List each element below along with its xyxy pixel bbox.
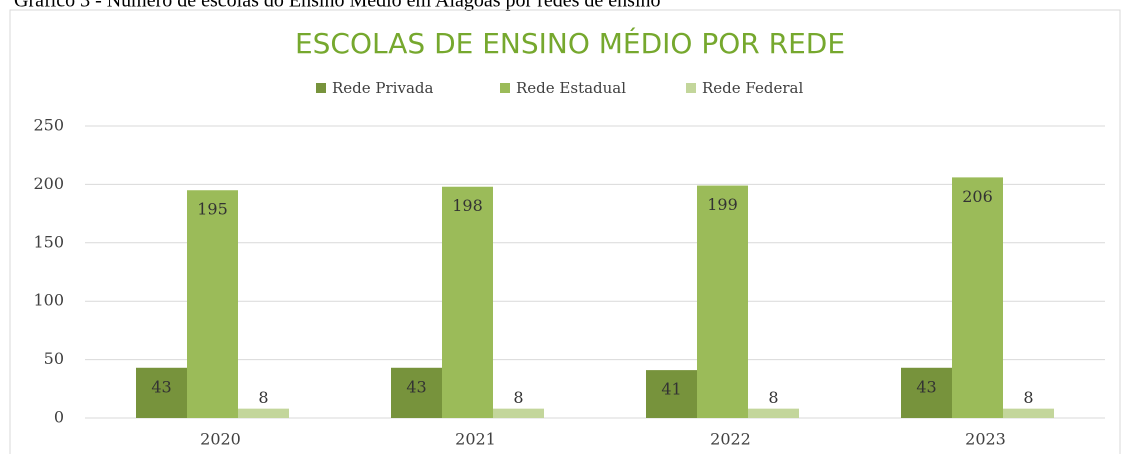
y-tick-label: 100 (33, 291, 64, 310)
bar (748, 408, 799, 418)
bar (238, 408, 289, 418)
legend-label: Rede Privada (332, 79, 433, 97)
bar (442, 186, 493, 418)
value-label: 43 (406, 377, 426, 396)
chart-title: ESCOLAS DE ENSINO MÉDIO POR REDE (295, 26, 845, 60)
legend-swatch (686, 83, 696, 93)
y-tick-label: 0 (54, 408, 64, 427)
value-label: 41 (661, 380, 681, 399)
value-label: 8 (1023, 388, 1033, 407)
caption: Gráfico 3 - Número de escolas do Ensino … (14, 0, 661, 12)
bar (646, 370, 697, 418)
bar (901, 367, 952, 418)
value-label: 206 (962, 187, 993, 206)
value-label: 8 (768, 388, 778, 407)
value-label: 199 (707, 195, 738, 214)
y-tick-label: 200 (33, 174, 64, 193)
value-label: 198 (452, 196, 483, 215)
value-label: 8 (513, 388, 523, 407)
bar (952, 177, 1003, 418)
x-tick-label: 2021 (455, 430, 496, 449)
legend-swatch (500, 83, 510, 93)
y-tick-label: 250 (33, 116, 64, 135)
chart-frame (9, 9, 1121, 454)
value-label: 8 (258, 388, 268, 407)
legend-label: Rede Federal (702, 79, 803, 97)
y-tick-label: 50 (44, 349, 64, 368)
value-label: 195 (197, 200, 228, 219)
legend-swatch (316, 83, 326, 93)
value-label: 43 (151, 377, 171, 396)
bar (187, 190, 238, 418)
y-tick-label: 150 (33, 232, 64, 251)
bar (136, 367, 187, 418)
bar (697, 185, 748, 418)
bar (1003, 408, 1054, 418)
value-label: 43 (916, 377, 936, 396)
x-tick-label: 2020 (200, 430, 241, 449)
legend-label: Rede Estadual (516, 79, 626, 97)
x-tick-label: 2023 (965, 430, 1006, 449)
x-tick-label: 2022 (710, 430, 751, 449)
bar (493, 408, 544, 418)
bar (391, 367, 442, 418)
